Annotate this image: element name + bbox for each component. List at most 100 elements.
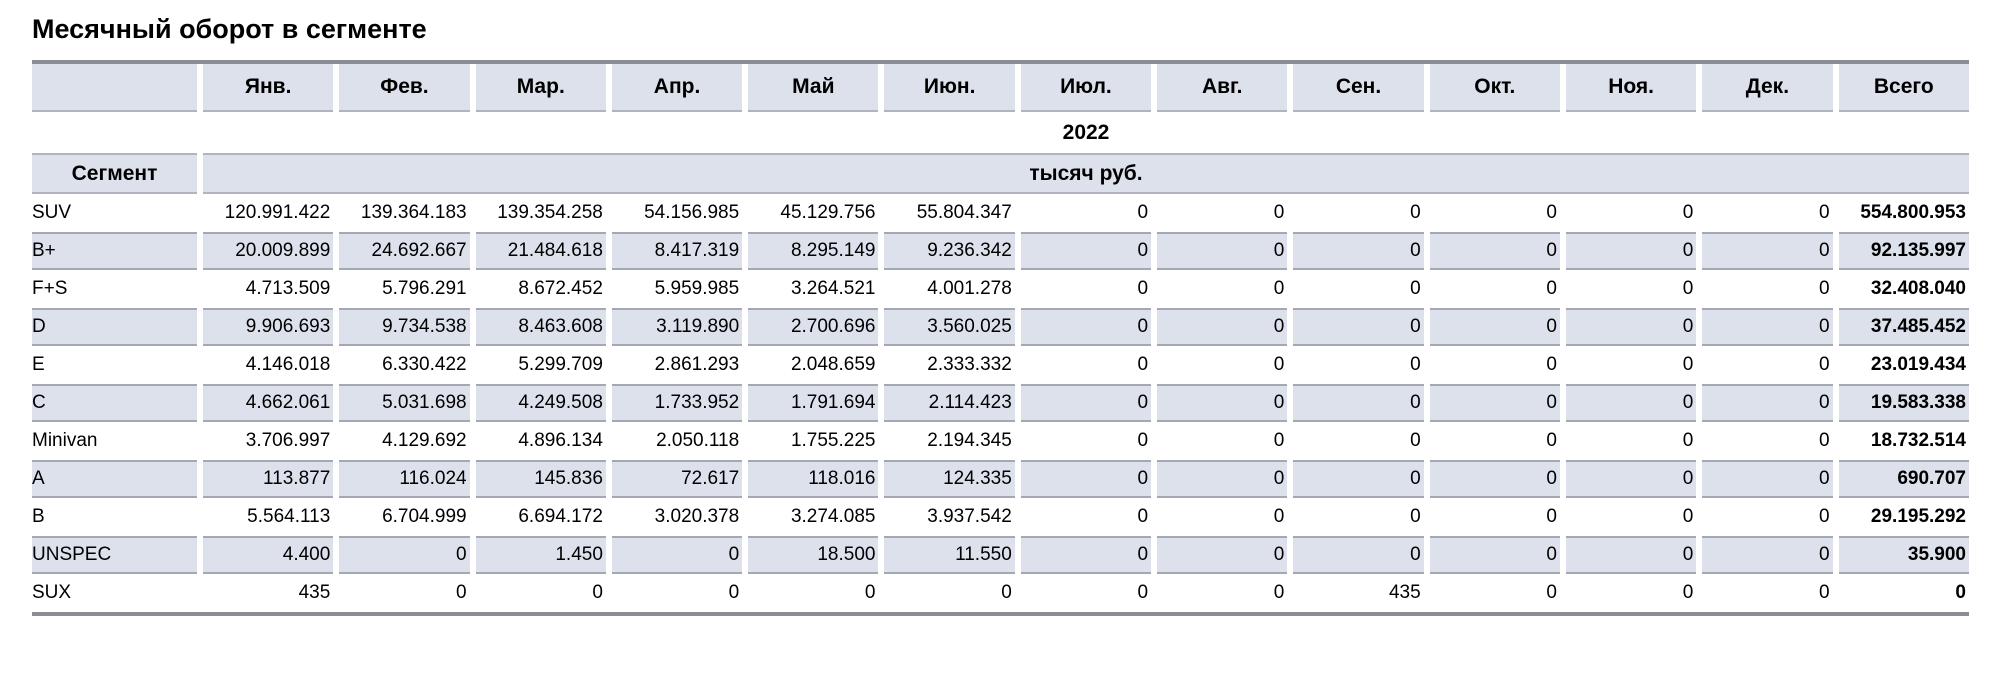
value-cell: 0: [1410, 202, 1421, 223]
value-cell: 72.617: [611, 460, 743, 498]
table-frame: Янв. Фев. Мар. Апр. Май Июн. Июл. Авг. Сен. Окт. Н…: [32, 60, 1969, 616]
value-cell: 0: [1137, 354, 1149, 375]
value-cell: 3.274.085: [790, 506, 876, 527]
value-cell: 0: [1273, 582, 1285, 603]
value-cell: 20.009.899: [203, 232, 334, 270]
value-cell: 0: [1157, 536, 1288, 574]
value-cell: 6.330.422: [382, 354, 467, 375]
segment-name: C: [32, 384, 197, 422]
total-cell: 0: [1955, 582, 1966, 603]
value-cell: 11.550: [884, 536, 1015, 574]
value-cell: 0: [1702, 536, 1833, 574]
value-cell: 0: [1702, 384, 1833, 422]
value-cell: 4.129.692: [382, 430, 467, 451]
value-cell: 0: [1293, 308, 1424, 346]
value-cell: 0: [1137, 506, 1149, 527]
data-row: C 4.662.061 5.031.698 4.249.508 1.733.952 1.7…: [32, 384, 1969, 422]
value-cell: 0: [1020, 536, 1152, 574]
value-cell: 0: [1565, 536, 1697, 574]
value-cell: 0: [1429, 384, 1560, 422]
month-header: Май: [748, 64, 879, 112]
value-cell: 2.861.293: [654, 354, 740, 375]
value-cell: 2.050.118: [656, 430, 740, 451]
value-cell: 5.031.698: [339, 384, 470, 422]
value-cell: 0: [1682, 202, 1694, 223]
value-cell: 6.694.172: [518, 506, 603, 527]
month-header: Апр.: [611, 64, 743, 112]
value-cell: 0: [1429, 460, 1560, 498]
unit-row: Сегмент тысяч руб.: [32, 153, 1969, 194]
value-cell: 5.796.291: [382, 278, 467, 299]
value-cell: 0: [1682, 354, 1694, 375]
value-cell: 0: [1565, 308, 1697, 346]
total-cell: 92.135.997: [1838, 232, 1969, 270]
total-cell: 29.195.292: [1870, 506, 1966, 527]
month-header: Ноя.: [1565, 64, 1697, 112]
turnover-table: Янв. Фев. Мар. Апр. Май Июн. Июл. Авг. Сен. Окт. Н…: [26, 64, 1975, 612]
data-row: B+ 20.009.899 24.692.667 21.484.618 8.417.31…: [32, 232, 1969, 270]
value-cell: 0: [1020, 232, 1152, 270]
segment-name: D: [32, 308, 197, 346]
value-cell: 24.692.667: [339, 232, 470, 270]
value-cell: 2.333.332: [927, 354, 1012, 375]
value-cell: 0: [1273, 202, 1285, 223]
value-cell: 0: [864, 582, 876, 603]
value-cell: 0: [1702, 232, 1833, 270]
corner-cell: [32, 64, 197, 112]
data-row: SUV 120.991.422 139.364.183 139.354.258 54.1…: [32, 194, 1969, 232]
total-cell: 35.900: [1838, 536, 1969, 574]
month-header: Дек.: [1702, 64, 1833, 112]
value-cell: 1.755.225: [790, 430, 876, 451]
value-cell: 0: [1137, 202, 1149, 223]
value-cell: 0: [1546, 278, 1557, 299]
value-cell: 8.295.149: [748, 232, 879, 270]
value-cell: 118.016: [748, 460, 879, 498]
value-cell: 0: [1682, 430, 1694, 451]
value-cell: 8.672.452: [518, 278, 603, 299]
value-cell: 0: [1293, 460, 1424, 498]
value-cell: 18.500: [748, 536, 879, 574]
value-cell: 0: [1429, 308, 1560, 346]
value-cell: 3.119.890: [611, 308, 743, 346]
value-cell: 0: [1682, 278, 1694, 299]
value-cell: 0: [1565, 232, 1697, 270]
segment-name: F+S: [32, 278, 68, 299]
value-cell: 0: [1137, 430, 1149, 451]
segment-name: E: [32, 354, 45, 375]
segment-name: UNSPEC: [32, 536, 197, 574]
value-cell: 2.194.345: [927, 430, 1012, 451]
value-cell: 124.335: [884, 460, 1015, 498]
value-cell: 0: [1137, 582, 1149, 603]
data-row: F+S 4.713.509 5.796.291 8.672.452 5.959.985 3…: [32, 270, 1969, 308]
value-cell: 0: [1157, 232, 1288, 270]
value-cell: 5.564.113: [247, 506, 331, 527]
total-header: Всего: [1838, 64, 1969, 112]
empty-cell: [32, 112, 197, 153]
value-cell: 1.450: [475, 536, 606, 574]
table-head: Янв. Фев. Мар. Апр. Май Июн. Июл. Авг. Сен. Окт. Н…: [32, 64, 1969, 194]
value-cell: 2.048.659: [790, 354, 876, 375]
value-cell: 0: [1293, 536, 1424, 574]
value-cell: 0: [1565, 460, 1697, 498]
data-row: B 5.564.113 6.704.999 6.694.172 3.020.378 3.2…: [32, 498, 1969, 536]
value-cell: 3.937.542: [927, 506, 1012, 527]
segment-name: A: [32, 460, 197, 498]
month-header: Авг.: [1157, 64, 1288, 112]
table-body: SUV 120.991.422 139.364.183 139.354.258 54.1…: [32, 194, 1969, 612]
value-cell: 0: [1429, 232, 1560, 270]
value-cell: 0: [1273, 354, 1285, 375]
month-header: Янв.: [203, 64, 334, 112]
value-cell: 0: [1273, 430, 1285, 451]
value-cell: 2.114.423: [884, 384, 1015, 422]
value-cell: 0: [728, 582, 740, 603]
value-cell: 0: [1273, 506, 1285, 527]
value-cell: 9.236.342: [884, 232, 1015, 270]
value-cell: 0: [1020, 384, 1152, 422]
header-row: Янв. Фев. Мар. Апр. Май Июн. Июл. Авг. Сен. Окт. Н…: [32, 64, 1969, 112]
value-cell: 8.417.319: [611, 232, 743, 270]
value-cell: 0: [1020, 460, 1152, 498]
value-cell: 45.129.756: [780, 202, 876, 223]
value-cell: 9.734.538: [339, 308, 470, 346]
